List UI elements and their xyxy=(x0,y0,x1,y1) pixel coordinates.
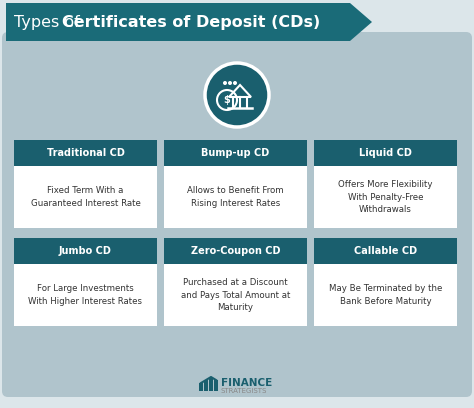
Text: Types of: Types of xyxy=(14,15,85,29)
FancyBboxPatch shape xyxy=(164,140,307,166)
Text: Offers More Flexibility
With Penalty-Free
Withdrawals: Offers More Flexibility With Penalty-Fre… xyxy=(338,180,433,214)
FancyBboxPatch shape xyxy=(14,264,157,326)
FancyBboxPatch shape xyxy=(214,380,218,391)
Text: Jumbo CD: Jumbo CD xyxy=(59,246,112,256)
FancyBboxPatch shape xyxy=(164,166,307,228)
FancyBboxPatch shape xyxy=(164,238,307,264)
FancyBboxPatch shape xyxy=(204,380,208,391)
FancyBboxPatch shape xyxy=(14,238,157,264)
Text: May Be Terminated by the
Bank Before Maturity: May Be Terminated by the Bank Before Mat… xyxy=(329,284,442,306)
FancyBboxPatch shape xyxy=(314,140,457,166)
Circle shape xyxy=(233,81,237,85)
Text: Purchased at a Discount
and Pays Total Amount at
Maturity: Purchased at a Discount and Pays Total A… xyxy=(181,278,290,312)
Text: FINANCE: FINANCE xyxy=(221,378,272,388)
Text: Fixed Term With a
Guaranteed Interest Rate: Fixed Term With a Guaranteed Interest Ra… xyxy=(30,186,140,208)
Polygon shape xyxy=(6,3,372,41)
Circle shape xyxy=(223,81,227,85)
Circle shape xyxy=(205,63,269,127)
FancyBboxPatch shape xyxy=(314,264,457,326)
Text: Bump-up CD: Bump-up CD xyxy=(201,148,270,158)
FancyBboxPatch shape xyxy=(14,166,157,228)
FancyBboxPatch shape xyxy=(14,140,157,166)
Text: Allows to Benefit From
Rising Interest Rates: Allows to Benefit From Rising Interest R… xyxy=(187,186,284,208)
FancyBboxPatch shape xyxy=(314,166,457,228)
FancyBboxPatch shape xyxy=(164,264,307,326)
FancyBboxPatch shape xyxy=(2,32,472,397)
FancyBboxPatch shape xyxy=(199,383,203,391)
Text: Certificates of Deposit (CDs): Certificates of Deposit (CDs) xyxy=(62,15,320,29)
Text: Callable CD: Callable CD xyxy=(354,246,417,256)
FancyBboxPatch shape xyxy=(314,238,457,264)
FancyBboxPatch shape xyxy=(209,377,213,391)
Text: Liquid CD: Liquid CD xyxy=(359,148,412,158)
Text: Zero-Coupon CD: Zero-Coupon CD xyxy=(191,246,280,256)
Text: For Large Investments
With Higher Interest Rates: For Large Investments With Higher Intere… xyxy=(28,284,143,306)
Text: Traditional CD: Traditional CD xyxy=(46,148,125,158)
Circle shape xyxy=(228,81,232,85)
Text: $: $ xyxy=(224,95,230,105)
Text: STRATEGISTS: STRATEGISTS xyxy=(221,388,267,394)
